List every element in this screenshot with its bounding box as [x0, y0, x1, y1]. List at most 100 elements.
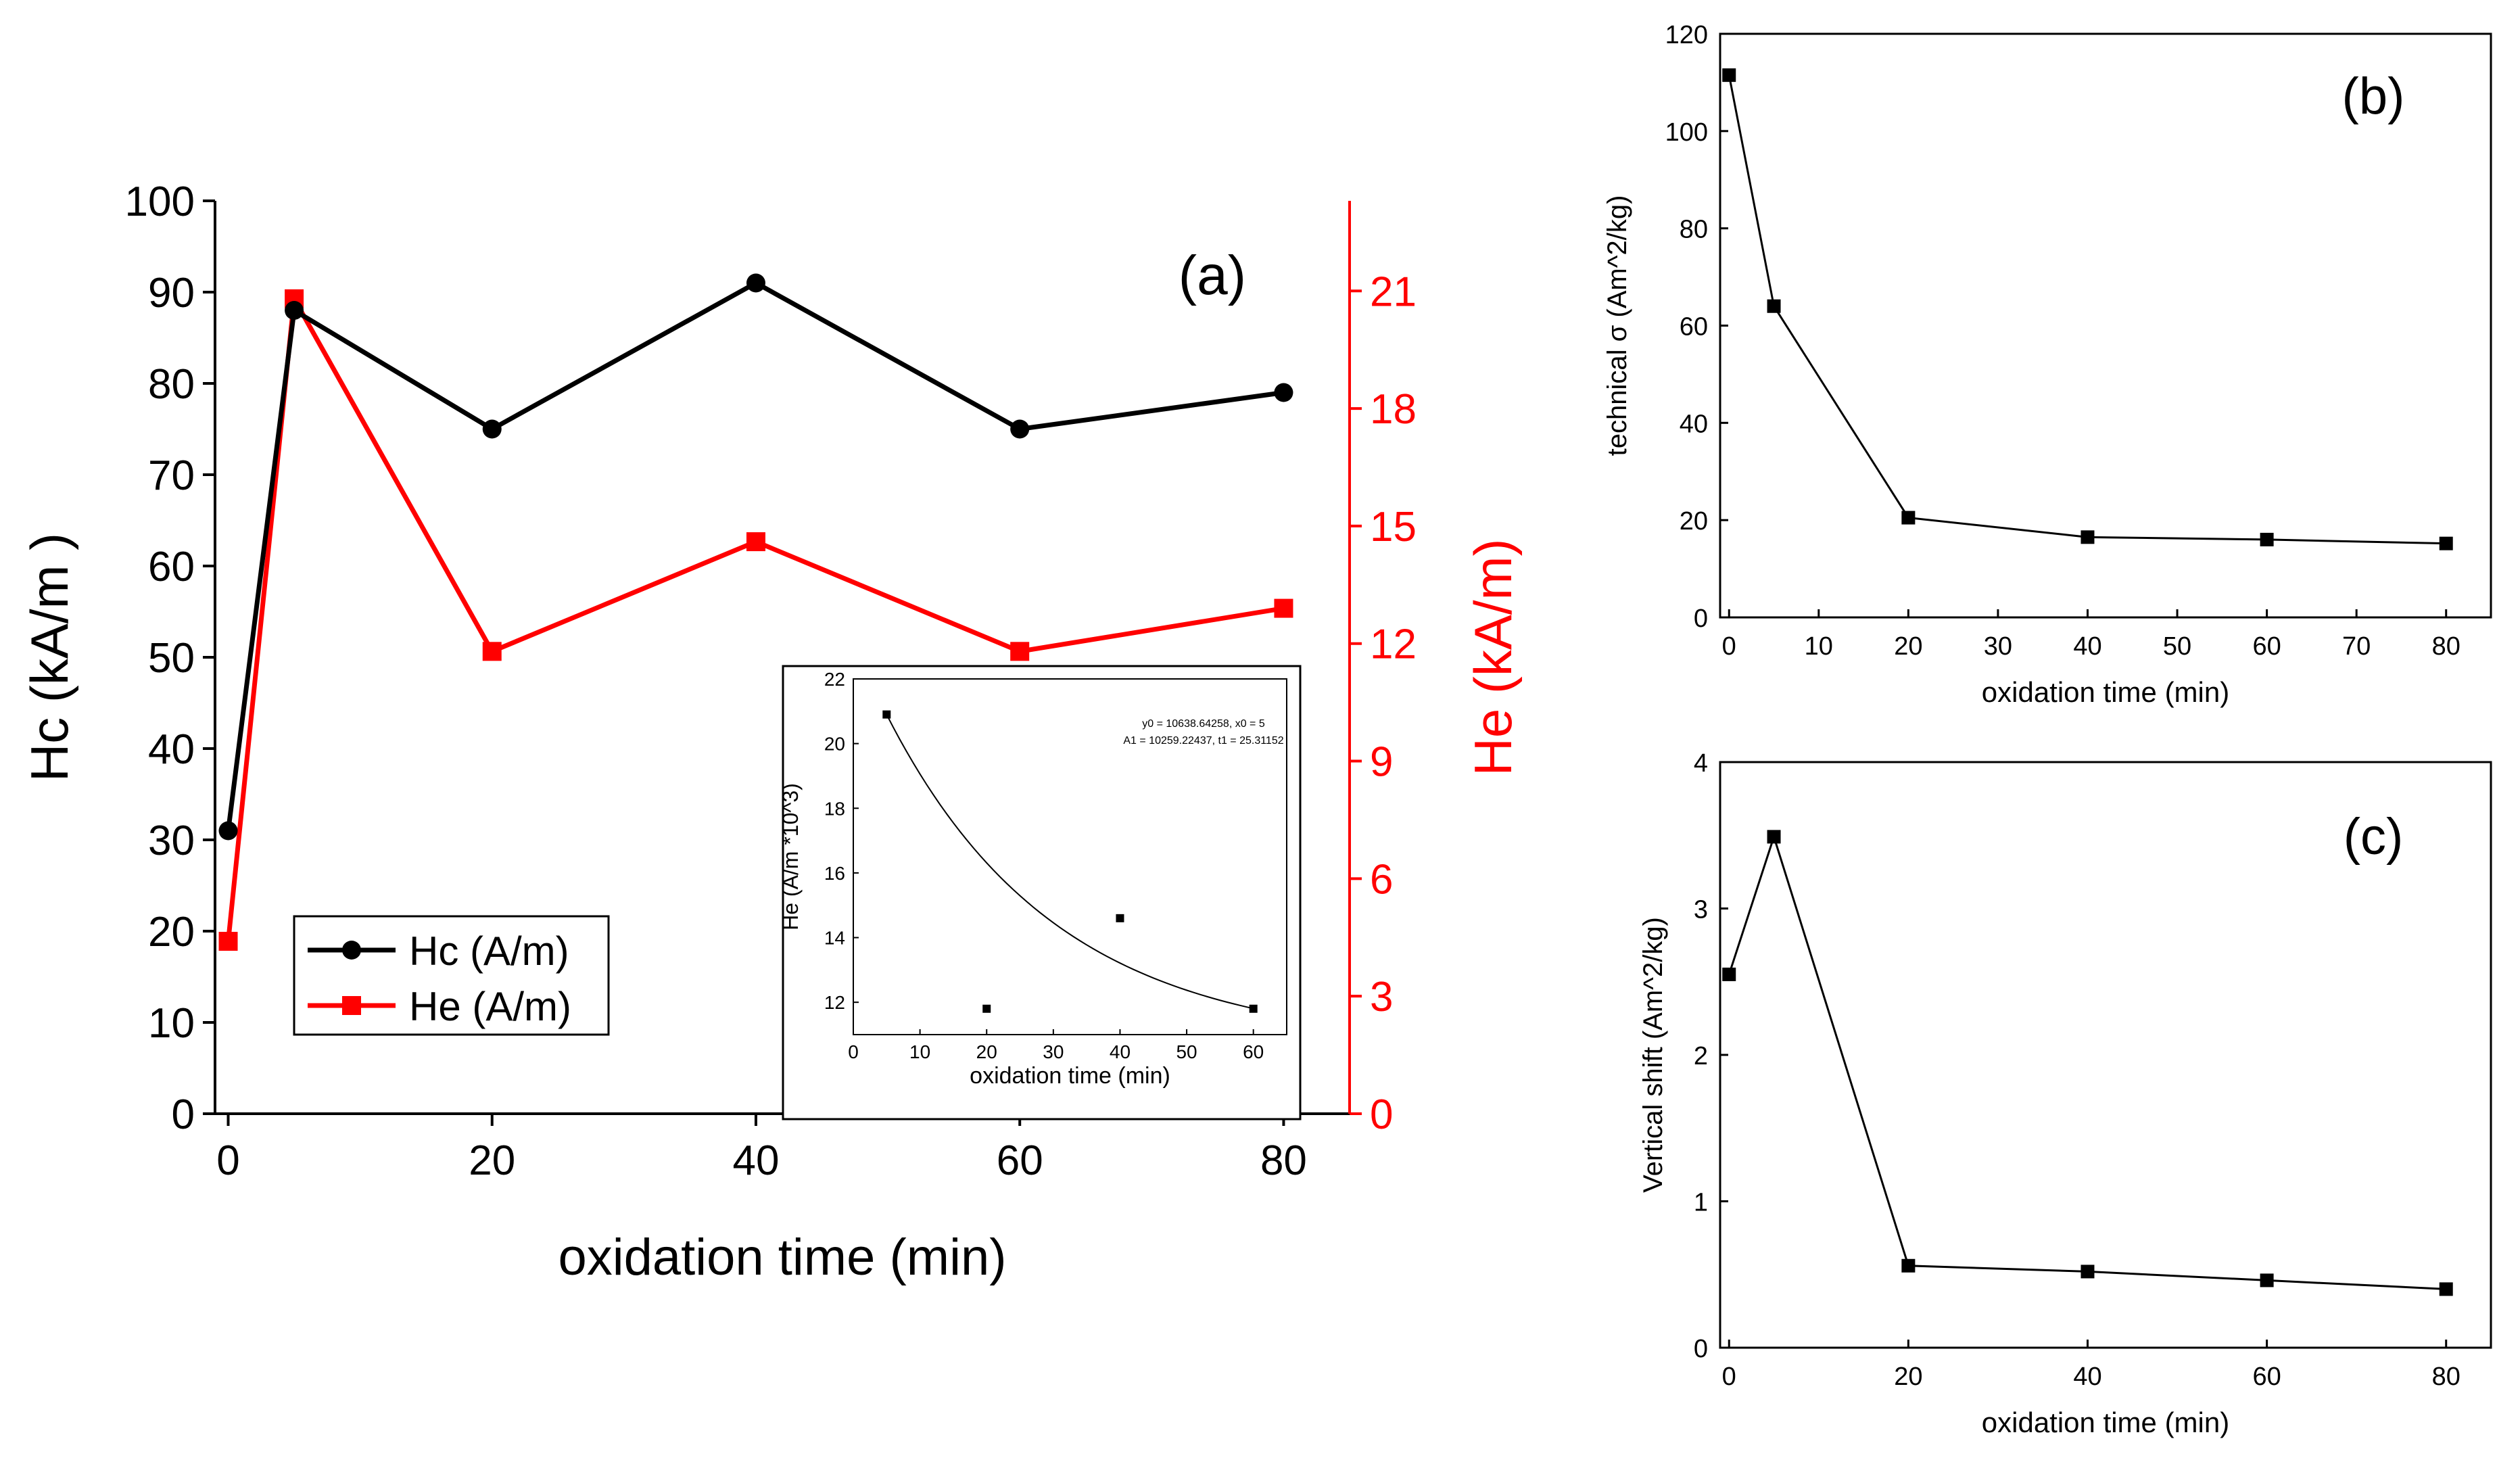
x-tick-label: 20	[1894, 632, 1922, 661]
inset-x-tick-label: 10	[909, 1041, 930, 1062]
x-axis-label: oxidation time (min)	[1982, 1407, 2229, 1438]
y-left-tick-label: 30	[148, 818, 195, 864]
hc-data-point	[482, 419, 502, 439]
y-tick-label: 60	[1680, 313, 1708, 341]
series-line	[226, 280, 1284, 831]
data-point	[1722, 967, 1736, 981]
y-right-tick-label: 18	[1370, 386, 1417, 433]
y-tick-label: 40	[1680, 410, 1708, 438]
x-tick-label: 60	[2252, 1363, 2281, 1391]
y-left-tick-label: 60	[148, 544, 195, 590]
x-tick-label: 40	[2073, 1363, 2101, 1391]
y-left-tick-label: 70	[148, 452, 195, 499]
panel-b-chart: 0 10 20 30 40 50 60 70 80 0 20 40 60 80 100 120 oxidatio…	[1602, 21, 2492, 708]
y-tick-label: 100	[1665, 118, 1708, 147]
y-right-tick-label: 3	[1370, 974, 1393, 1020]
y-tick-label: 20	[1680, 507, 1708, 536]
y-right-tick-label: 0	[1370, 1091, 1393, 1138]
x-tick-label: 0	[216, 1137, 239, 1184]
inset-data-point	[1249, 1004, 1258, 1013]
x-tick-label: 30	[1984, 632, 2012, 661]
inset-y-tick-label: 18	[824, 798, 845, 819]
data-point	[2081, 1265, 2095, 1279]
data-point	[1901, 1258, 1916, 1273]
data-point	[2081, 530, 2095, 544]
x-tick-label: 40	[2073, 632, 2101, 661]
hc-data-point	[746, 273, 765, 293]
panel-a-chart: 0 20 40 60 800102030405060708090100036912151…	[20, 179, 1523, 1286]
inset-y-tick-label: 12	[824, 992, 845, 1013]
data-point	[1767, 830, 1781, 844]
y-tick-label: 4	[1694, 749, 1708, 778]
y-left-tick-label: 20	[148, 909, 195, 955]
y-left-tick-label: 10	[148, 1000, 195, 1047]
y-tick-label: 1	[1694, 1189, 1708, 1217]
y-tick-label: 3	[1694, 896, 1708, 924]
x-tick-label: 80	[1260, 1137, 1307, 1184]
inset-chart: 0 10 20 30 40 50 60 12 14 16 18 20 22 oxidation time …	[778, 665, 1302, 1120]
y-left-tick-label: 90	[148, 270, 195, 316]
legend-label: He (A/m)	[409, 984, 571, 1029]
y-left-tick-label: 50	[148, 635, 195, 682]
y-tick-label: 2	[1694, 1042, 1708, 1070]
inset-y-tick-label: 22	[824, 669, 845, 690]
x-tick-label: 60	[997, 1137, 1043, 1184]
he-data-point	[746, 532, 765, 552]
panel-label: (c)	[2344, 808, 2404, 866]
y-tick-label: 0	[1694, 605, 1708, 633]
x-tick-label: 50	[2163, 632, 2191, 661]
y-left-tick-label: 80	[148, 361, 195, 408]
he-data-point	[218, 932, 238, 951]
panel-label: (b)	[2342, 68, 2405, 125]
inset-x-tick-label: 50	[1176, 1041, 1197, 1062]
panel-c-chart: 0 20 40 60 80 0 1 2 3 4 oxidation time (min) Vertic…	[1638, 749, 2492, 1438]
hc-data-point	[218, 821, 238, 841]
he-data-point	[1010, 642, 1030, 661]
series-line	[1728, 74, 2446, 545]
inset-x-tick-label: 60	[1243, 1041, 1264, 1062]
data-point	[2439, 536, 2453, 550]
he-data-point	[482, 642, 502, 661]
y-axis-label: Vertical shift (Am^2/kg)	[1638, 917, 1668, 1193]
inset-frame	[782, 665, 1302, 1120]
inset-x-tick-label: 20	[976, 1041, 997, 1062]
data-point	[2260, 532, 2274, 546]
data-point	[1901, 511, 1916, 525]
inset-x-tick-label: 30	[1043, 1041, 1064, 1062]
y-right-tick-label: 15	[1370, 504, 1417, 550]
y-left-tick-label: 0	[172, 1091, 195, 1138]
x-tick-label: 0	[1722, 632, 1736, 661]
inset-y-tick-label: 16	[824, 863, 845, 884]
inset-y-tick-label: 20	[824, 734, 845, 755]
inset-fit-curve	[886, 714, 1254, 1010]
hc-data-point	[285, 301, 304, 320]
x-tick-label: 80	[2432, 1363, 2460, 1391]
y-right-tick-label: 21	[1370, 268, 1417, 315]
x-axis-label: oxidation time (min)	[1982, 676, 2229, 708]
x-tick-label: 10	[1805, 632, 1833, 661]
x-tick-label: 20	[1894, 1363, 1922, 1391]
y-tick-label: 80	[1680, 216, 1708, 244]
inset-x-tick-label: 40	[1110, 1041, 1131, 1062]
inset-fit-annotation: y0 = 10638.64258, x0 = 5	[1142, 718, 1265, 730]
data-point	[2260, 1273, 2274, 1288]
hc-data-point	[1274, 383, 1293, 402]
y-left-tick-label: 40	[148, 726, 195, 773]
y-tick-label: 0	[1694, 1335, 1708, 1363]
x-axis-label: oxidation time (min)	[558, 1229, 1006, 1286]
series-line	[1728, 833, 2446, 1290]
data-point	[1722, 68, 1736, 82]
x-tick-label: 40	[732, 1137, 779, 1184]
x-tick-label: 80	[2432, 632, 2460, 661]
y-right-tick-label: 9	[1370, 739, 1393, 786]
legend-label: Hc (A/m)	[409, 928, 569, 974]
inset-data-point	[1116, 914, 1124, 922]
y-left-axis-label: Hc (kA/m )	[20, 533, 79, 782]
data-point	[2439, 1282, 2453, 1296]
x-tick-label: 0	[1722, 1363, 1736, 1391]
y-axis-label: technical σ (Am^2/kg)	[1602, 195, 1632, 456]
inset-y-tick-label: 14	[824, 928, 845, 949]
y-right-axis-label: He (kA/m)	[1463, 539, 1523, 776]
y-right-tick-label: 12	[1370, 621, 1417, 668]
